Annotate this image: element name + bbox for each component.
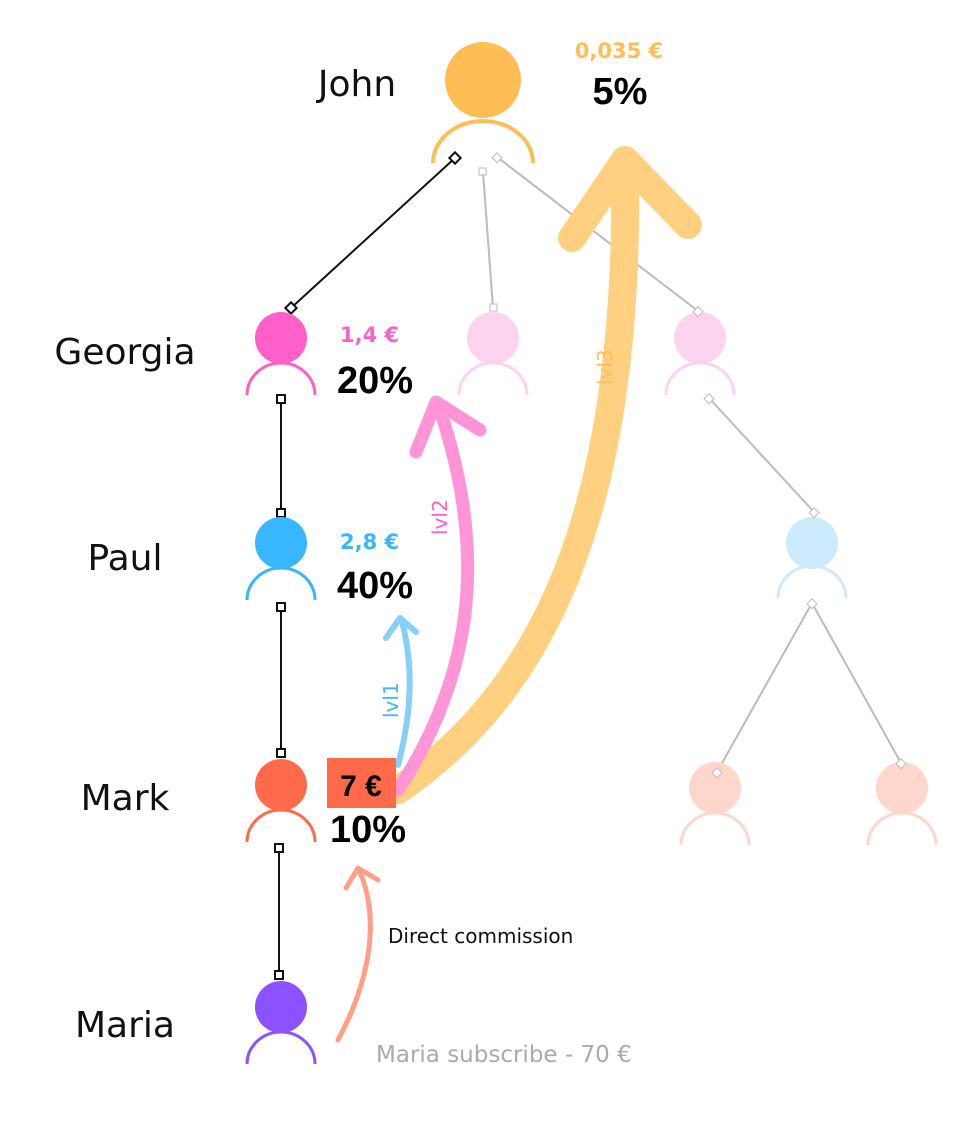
node-amount: 1,4 € (340, 323, 399, 347)
node-name: Paul (88, 538, 163, 579)
node-amount: 0,035 € (575, 39, 663, 63)
amount-box (327, 758, 396, 808)
arrow-label: Direct commission (388, 924, 573, 948)
arrow-label: lvl1 (379, 682, 403, 718)
node-percent: 5% (593, 71, 648, 113)
node-percent: 10% (330, 809, 406, 851)
node-percent: 20% (337, 360, 413, 402)
node-name: Maria (75, 1005, 175, 1046)
node-percent: 40% (337, 565, 413, 607)
commission-arrows (335, 146, 702, 1043)
person-icons (245, 42, 938, 1065)
arrow-label: lvl2 (428, 499, 452, 535)
node-name: John (316, 64, 396, 105)
arrow-label: lvl3 (593, 349, 617, 385)
footer-note: Maria subscribe - 70 € (376, 1042, 632, 1068)
node-name: Georgia (54, 332, 195, 373)
tree-lines (274, 150, 902, 980)
node-name: Mark (81, 778, 170, 819)
node-amount: 2,8 € (340, 530, 399, 554)
node-amount: 7 € (340, 770, 382, 803)
